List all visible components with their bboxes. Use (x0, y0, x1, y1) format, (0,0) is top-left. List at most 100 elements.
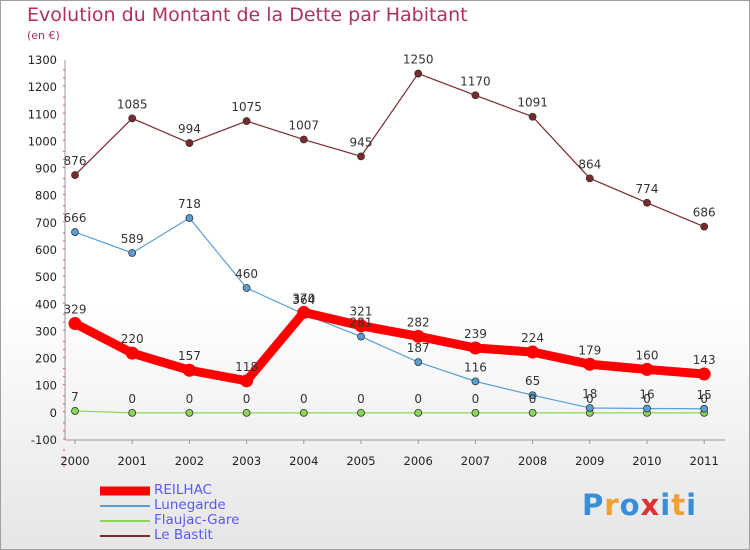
legend-label: REILHAC (154, 482, 212, 498)
data-label: 364 (292, 293, 315, 307)
y-tick-label: 1000 (28, 134, 57, 148)
data-label: 18 (582, 387, 597, 401)
data-label: 329 (64, 303, 87, 317)
data-label: 0 (128, 392, 136, 406)
x-tick-label: 2003 (232, 454, 261, 468)
data-point (411, 329, 425, 343)
series-line (74, 217, 705, 410)
data-point (528, 391, 537, 400)
data-point (354, 319, 368, 333)
data-label: 1075 (231, 100, 262, 114)
data-label: 1007 (289, 119, 320, 133)
data-point (68, 317, 82, 331)
data-label: 160 (636, 348, 659, 362)
data-point (414, 358, 423, 367)
chart-subtitle: (en €) (27, 29, 60, 42)
data-label: 157 (178, 349, 201, 363)
data-point (471, 377, 480, 386)
data-label: 0 (300, 392, 308, 406)
data-label: 282 (407, 315, 430, 329)
data-point (182, 363, 196, 377)
chart-title: Evolution du Montant de la Dette par Hab… (27, 4, 468, 26)
data-label: 460 (235, 267, 258, 281)
data-point (528, 408, 537, 417)
y-tick-label: 700 (35, 216, 57, 230)
x-tick-label: 2001 (118, 454, 147, 468)
data-point (128, 114, 137, 123)
data-label: 718 (178, 197, 201, 211)
data-point (71, 171, 79, 179)
data-point (643, 404, 651, 413)
x-tick-label: 2005 (346, 454, 375, 468)
x-tick-label: 2008 (518, 454, 547, 468)
data-label: 774 (636, 182, 659, 196)
data-point (700, 222, 709, 231)
data-point (125, 346, 139, 360)
data-label: 224 (521, 331, 544, 345)
series-line (74, 72, 705, 228)
data-point (528, 112, 537, 121)
series-flaujac-gare (71, 407, 709, 417)
x-tick-label: 2000 (60, 454, 89, 468)
data-label: 876 (64, 154, 87, 168)
legend-item: REILHAC (100, 483, 239, 498)
data-label: 143 (693, 353, 716, 367)
data-label: 65 (525, 374, 540, 388)
data-label: 16 (639, 388, 654, 402)
y-tick-label: 100 (35, 379, 57, 393)
data-point (700, 404, 709, 413)
y-tick-label: 1100 (28, 107, 57, 121)
data-point (526, 345, 540, 359)
data-label: 187 (407, 341, 430, 355)
data-point (585, 404, 594, 412)
data-label: 281 (350, 316, 373, 330)
y-tick-label: 500 (35, 270, 57, 284)
logo-letter: i (660, 488, 672, 522)
data-point (643, 198, 651, 207)
data-label: 864 (578, 157, 601, 171)
series-reilhac (68, 305, 711, 388)
data-label: 0 (243, 392, 251, 406)
data-label: 0 (700, 392, 708, 406)
data-label: 370 (292, 291, 315, 305)
x-tick-label: 2007 (461, 454, 490, 468)
legend-item: Lunegarde (100, 498, 239, 513)
data-label: 118 (235, 360, 258, 374)
legend-label: Le Bastit (154, 527, 213, 543)
x-tick-label: 2002 (175, 454, 204, 468)
data-point (583, 357, 597, 371)
data-label: 0 (643, 392, 651, 406)
data-point (471, 408, 480, 417)
data-point (585, 174, 594, 183)
series-le-bastit (71, 69, 709, 231)
legend-item: Flaujac-Gare (100, 513, 239, 528)
data-point (242, 408, 251, 417)
data-point (357, 332, 365, 341)
data-point (640, 362, 654, 376)
data-label: 239 (464, 327, 487, 341)
data-point (414, 408, 423, 417)
legend-swatch (100, 486, 150, 495)
logo-letter: x (640, 488, 661, 522)
x-tick-label: 2010 (632, 454, 661, 468)
legend-label: Flaujac-Gare (154, 512, 240, 528)
logo-letter: P (582, 488, 605, 522)
logo-letter: o (619, 488, 641, 522)
data-label: 0 (357, 392, 365, 406)
logo-letter: i (686, 488, 698, 522)
x-tick-label: 2011 (690, 454, 719, 468)
data-point (128, 249, 137, 257)
y-tick-label: 1200 (28, 80, 57, 94)
data-label: 686 (693, 206, 716, 220)
data-point (240, 374, 254, 388)
data-point (414, 69, 423, 78)
series-line (74, 410, 705, 414)
data-label: 0 (472, 392, 480, 406)
data-label: 0 (414, 392, 422, 406)
data-point (128, 408, 137, 417)
legend-label: Lunegarde (154, 497, 226, 513)
data-label: 945 (350, 135, 373, 149)
data-label: 321 (350, 305, 373, 319)
data-label: 0 (586, 392, 594, 406)
